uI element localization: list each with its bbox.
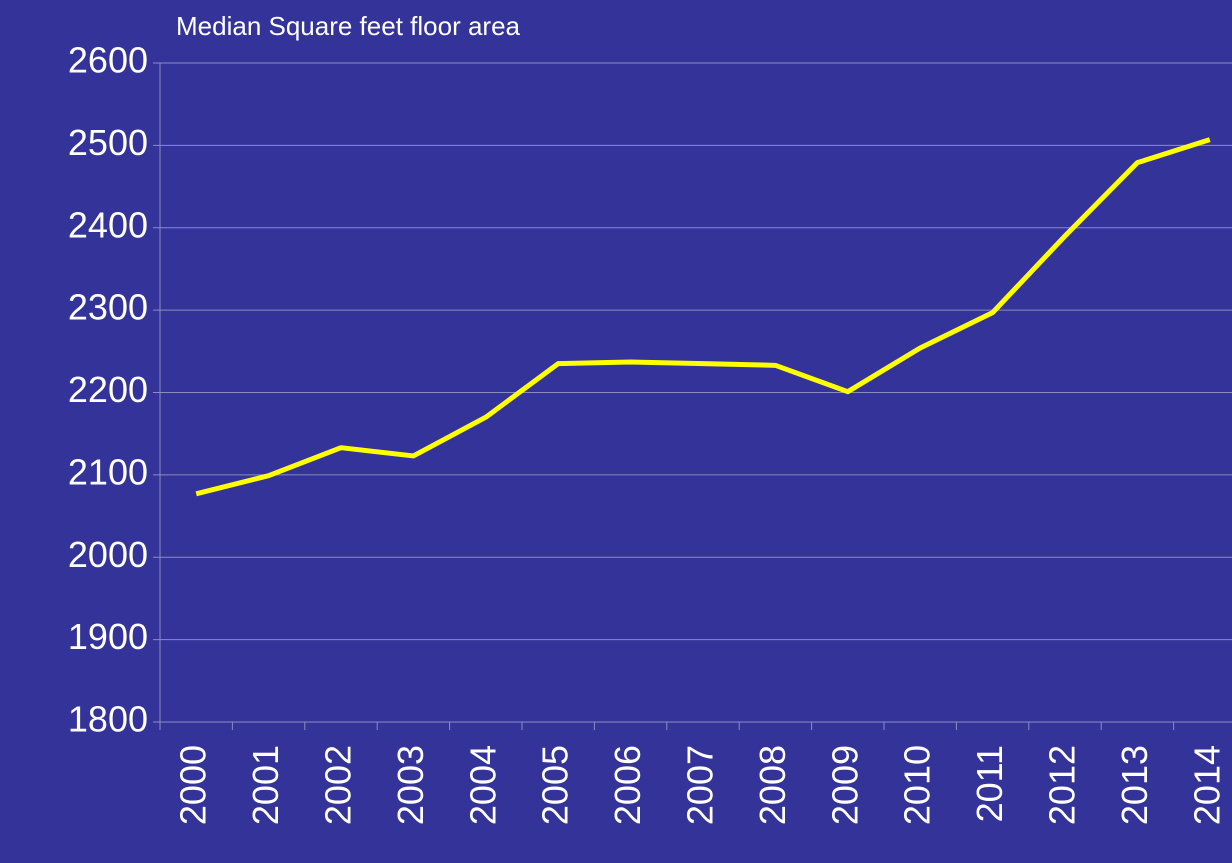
y-tick-label: 2300 xyxy=(68,287,148,328)
x-tick-label: 2003 xyxy=(390,745,431,825)
x-tick-label: 2001 xyxy=(245,745,286,825)
chart-title: Median Square feet floor area xyxy=(176,11,521,41)
x-tick-label: 2008 xyxy=(752,745,793,825)
y-tick-label: 2100 xyxy=(68,451,148,492)
x-tick-label: 2002 xyxy=(318,745,359,825)
x-tick-label: 2011 xyxy=(969,745,1010,822)
x-tick-label: 2010 xyxy=(897,745,938,825)
x-tick-label: 2000 xyxy=(173,745,214,825)
y-tick-label: 2200 xyxy=(68,369,148,410)
x-tick-label: 2013 xyxy=(1114,745,1155,825)
x-tick-label: 2009 xyxy=(824,745,865,825)
x-tick-label: 2014 xyxy=(1186,745,1227,825)
y-tick-label: 2600 xyxy=(68,40,148,81)
y-tick-label: 2500 xyxy=(68,122,148,163)
y-tick-label: 2400 xyxy=(68,204,148,245)
x-tick-label: 2006 xyxy=(607,745,648,825)
x-tick-label: 2004 xyxy=(462,745,503,825)
y-tick-label: 1900 xyxy=(68,616,148,657)
x-tick-label: 2007 xyxy=(680,745,721,825)
y-tick-label: 1800 xyxy=(68,699,148,740)
x-tick-label: 2012 xyxy=(1042,745,1083,825)
line xyxy=(195,137,1211,497)
y-tick-label: 2000 xyxy=(68,534,148,575)
x-tick-label: 2005 xyxy=(535,745,576,825)
